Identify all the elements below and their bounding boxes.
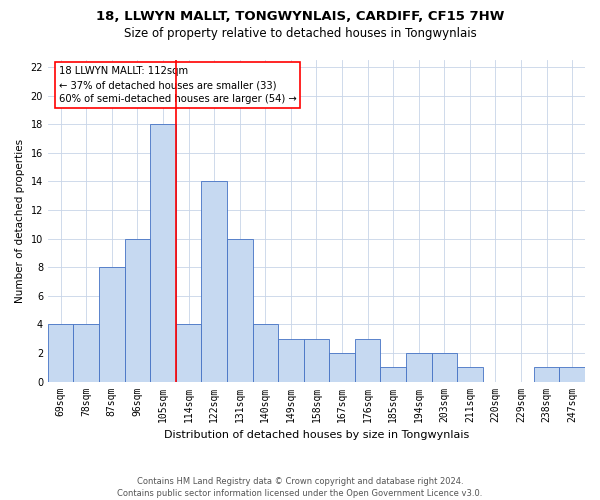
Bar: [125, 238, 150, 382]
Bar: [227, 238, 253, 382]
Y-axis label: Number of detached properties: Number of detached properties: [15, 138, 25, 303]
Bar: [253, 324, 278, 382]
Bar: [73, 324, 99, 382]
Text: Contains HM Land Registry data © Crown copyright and database right 2024.
Contai: Contains HM Land Registry data © Crown c…: [118, 476, 482, 498]
Text: 18 LLWYN MALLT: 112sqm
← 37% of detached houses are smaller (33)
60% of semi-det: 18 LLWYN MALLT: 112sqm ← 37% of detached…: [59, 66, 296, 104]
Bar: [534, 368, 559, 382]
Bar: [406, 353, 431, 382]
Bar: [150, 124, 176, 382]
Bar: [559, 368, 585, 382]
Bar: [355, 338, 380, 382]
Bar: [202, 182, 227, 382]
X-axis label: Distribution of detached houses by size in Tongwynlais: Distribution of detached houses by size …: [164, 430, 469, 440]
Bar: [457, 368, 482, 382]
Bar: [304, 338, 329, 382]
Bar: [431, 353, 457, 382]
Bar: [278, 338, 304, 382]
Bar: [176, 324, 202, 382]
Bar: [329, 353, 355, 382]
Bar: [380, 368, 406, 382]
Text: Size of property relative to detached houses in Tongwynlais: Size of property relative to detached ho…: [124, 28, 476, 40]
Bar: [99, 267, 125, 382]
Bar: [48, 324, 73, 382]
Text: 18, LLWYN MALLT, TONGWYNLAIS, CARDIFF, CF15 7HW: 18, LLWYN MALLT, TONGWYNLAIS, CARDIFF, C…: [96, 10, 504, 23]
